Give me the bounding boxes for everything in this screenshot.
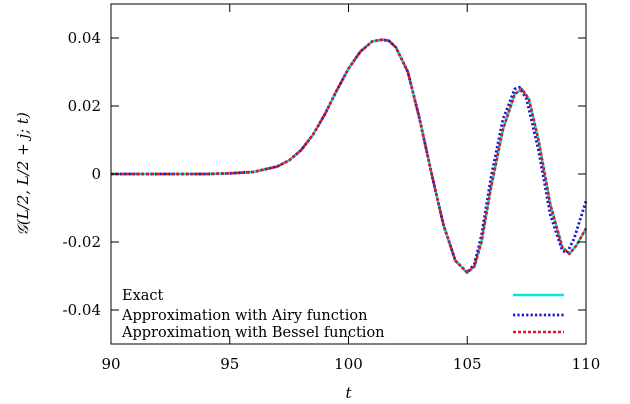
y-tick-label: -0.02 [63, 233, 101, 251]
x-axis-label: t [345, 384, 352, 402]
series-line-2 [111, 38, 588, 274]
legend: Exact Approximation with Airy functionApp… [121, 288, 564, 341]
x-tick-label: 95 [220, 355, 239, 373]
x-axis: 90 95 100 105 110 [101, 4, 600, 373]
x-tick-label: 110 [572, 355, 601, 373]
y-tick-label: 0.04 [68, 29, 101, 47]
y-axis-label: 𝒢(L/2, L/2 + j; t) [14, 112, 32, 236]
legend-entry-label: Exact [122, 288, 164, 304]
x-tick-label: 90 [101, 355, 120, 373]
x-tick-label: 100 [334, 355, 363, 373]
y-axis: -0.04 -0.02 0 0.02 0.04 [63, 29, 586, 319]
series-line-1 [111, 38, 588, 274]
x-tick-label: 105 [453, 355, 482, 373]
y-tick-label: -0.04 [63, 301, 101, 319]
legend-entry-label: Approximation with Bessel function [121, 325, 385, 341]
y-tick-label: 0 [91, 165, 101, 183]
series-line-3 [111, 38, 588, 274]
legend-entry-label: Approximation with Airy function [121, 308, 367, 324]
y-tick-label: 0.02 [68, 97, 101, 115]
